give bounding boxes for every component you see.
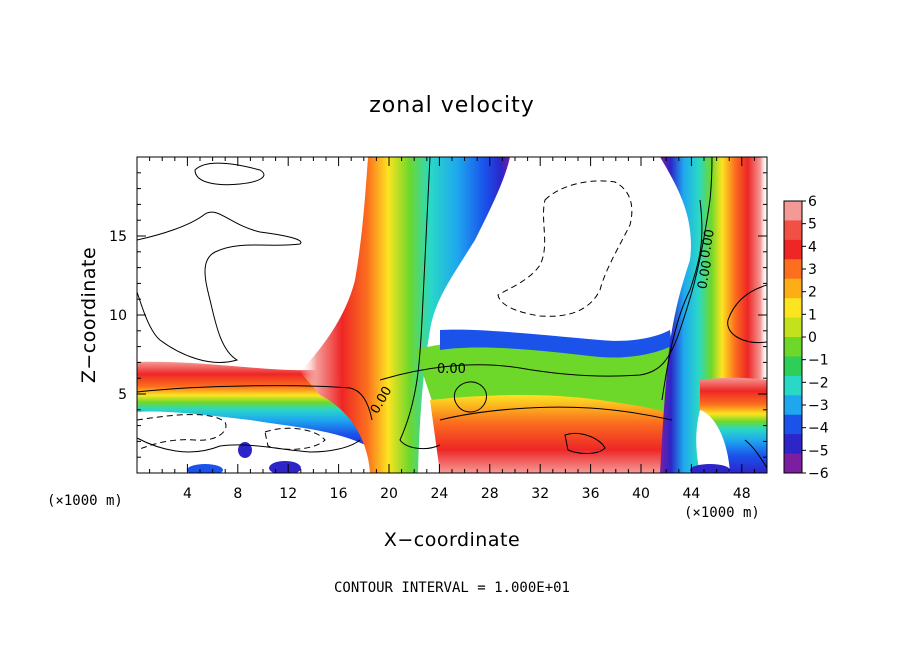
colorbar-tick-label: −6 (808, 466, 829, 482)
contour-label-1: 0.00 (437, 362, 466, 377)
y-tick-label: 10 (109, 308, 127, 324)
contour-lower-mid (564, 433, 606, 454)
axis-ticks (137, 157, 767, 473)
colorbar-swatch (784, 375, 802, 396)
x-unit-left: (×1000 m) (47, 493, 123, 509)
x-tick-labels: 4 8 12 16 20 24 28 32 36 40 44 48 (183, 486, 751, 502)
y-tick-label: 5 (118, 387, 127, 403)
colorbar-tick-label: −1 (808, 353, 829, 369)
colorbar-swatch (784, 395, 802, 416)
x-tick-label: 8 (233, 486, 242, 502)
contour-zero-mid (379, 157, 713, 381)
colorbar-labels: 6 5 4 3 2 1 0 −1 −2 −3 −4 −5 −6 (808, 194, 829, 482)
bottom-blob-4 (690, 464, 730, 473)
x-tick-label: 16 (330, 486, 348, 502)
contour-left (137, 211, 302, 363)
contour-zero-central (399, 157, 441, 450)
colorbar-tick-label: −4 (808, 421, 829, 437)
colorbar-swatch (784, 201, 802, 221)
x-axis-label: X−coordinate (384, 529, 520, 551)
y-tick-label: 15 (109, 229, 127, 245)
x-tick-label: 48 (733, 486, 751, 502)
contour-label-3: 0.00 (695, 259, 715, 290)
x-tick-label: 4 (183, 486, 192, 502)
colorbar-swatch (784, 220, 802, 241)
x-tick-label: 20 (380, 486, 398, 502)
contour-label-4: 0.00 (698, 228, 718, 259)
right-low-layer (700, 377, 767, 473)
colorbar-tick-label: 3 (808, 262, 817, 278)
contour-lower-left (137, 437, 361, 453)
central-mixed-field-low (430, 395, 680, 473)
contour-zero-left (137, 385, 373, 421)
x-tick-label: 12 (279, 486, 297, 502)
contour-right-bottom (744, 439, 767, 469)
y-axis-label: Z−coordinate (78, 247, 100, 383)
x-tick-label: 44 (682, 486, 700, 502)
colorbar-swatch (784, 356, 802, 377)
contour-right-edge (727, 284, 767, 344)
contour-upper-left (194, 162, 265, 186)
x-tick-label: 36 (582, 486, 600, 502)
chart-title: zonal velocity (369, 93, 535, 118)
colorbar-swatch (784, 434, 802, 455)
x-tick-label: 24 (430, 486, 448, 502)
colorbar-swatch (784, 298, 802, 319)
colorbar-tick-label: −3 (808, 398, 829, 414)
x-tick-label: 40 (632, 486, 650, 502)
contour-cell-1 (453, 381, 487, 413)
contour-interval-note: CONTOUR INTERVAL = 1.000E+01 (334, 580, 570, 596)
colorbar-tick-label: −2 (808, 375, 829, 391)
colorbar-tick-label: −5 (808, 443, 829, 459)
contour-dash-upper-center (497, 180, 633, 317)
x-tick-label: 32 (531, 486, 549, 502)
contour-zero-low (439, 406, 673, 421)
colorbar-swatch (784, 259, 802, 280)
left-updraft-field (300, 157, 510, 473)
colorbar-swatch (784, 317, 802, 338)
colorbar-swatch (784, 278, 802, 299)
contour-zero-right (661, 199, 703, 401)
bottom-blob-1 (187, 464, 223, 473)
contour-dash-lower-left (137, 414, 227, 451)
colorbar-tick-label: 4 (808, 239, 817, 255)
contour-lines (137, 157, 767, 469)
bottom-blob-2 (269, 461, 301, 473)
x-tick-label: 28 (481, 486, 499, 502)
colorbar-swatch (784, 453, 802, 474)
colorbar (783, 200, 806, 474)
colorbar-tick-label: 1 (808, 307, 817, 323)
plot-area (137, 157, 767, 473)
x-unit-right: (×1000 m) (684, 505, 760, 521)
colorbar-swatch (784, 414, 802, 435)
colorbar-swatch (784, 337, 802, 357)
contour-dash-lower-2 (264, 427, 326, 450)
colorbar-tick-label: 6 (808, 194, 817, 210)
bottom-blob-3 (238, 442, 252, 458)
colorbar-tick-label: 2 (808, 285, 817, 301)
colorbar-swatch (784, 239, 802, 260)
colorbar-tick-label: 0 (808, 330, 817, 346)
central-blue-rim (440, 329, 672, 358)
colorbar-tick-label: 5 (808, 217, 817, 233)
y-tick-labels: 5 10 15 (109, 229, 127, 403)
